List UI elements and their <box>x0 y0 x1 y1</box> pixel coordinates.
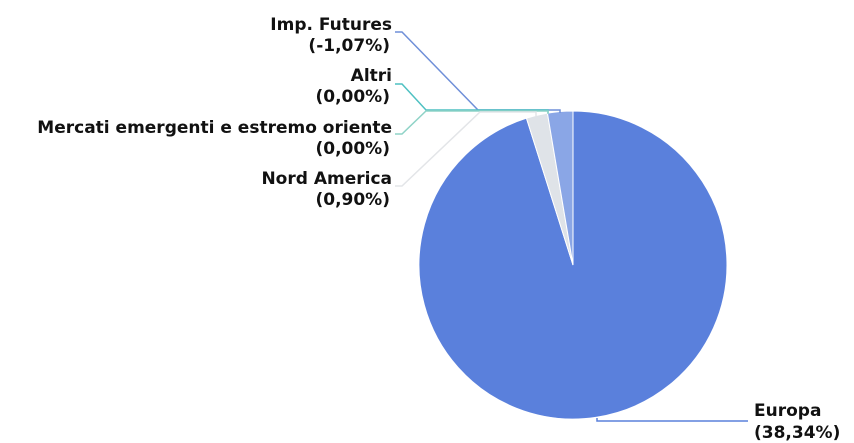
leader-imp-futures <box>395 31 561 113</box>
leader-mercati-emergenti <box>395 110 549 135</box>
leader-lines <box>395 31 748 422</box>
label-mercati-emergenti: Mercati emergenti e estremo oriente <box>37 118 392 138</box>
value-nord-america: (0,90%) <box>315 190 390 210</box>
label-altri: Altri <box>351 66 392 86</box>
pie-slices <box>418 110 728 420</box>
label-europa: Europa <box>754 401 821 421</box>
value-altri: (0,00%) <box>315 87 390 107</box>
value-mercati-emergenti: (0,00%) <box>315 139 390 159</box>
value-europa: (38,34%) <box>754 423 840 443</box>
leader-altri <box>395 83 549 113</box>
label-imp-futures: Imp. Futures <box>270 15 392 35</box>
leader-nord-america <box>395 111 537 187</box>
leader-europa <box>596 418 748 422</box>
value-imp-futures: (-1,07%) <box>308 36 390 56</box>
label-nord-america: Nord America <box>261 169 392 189</box>
